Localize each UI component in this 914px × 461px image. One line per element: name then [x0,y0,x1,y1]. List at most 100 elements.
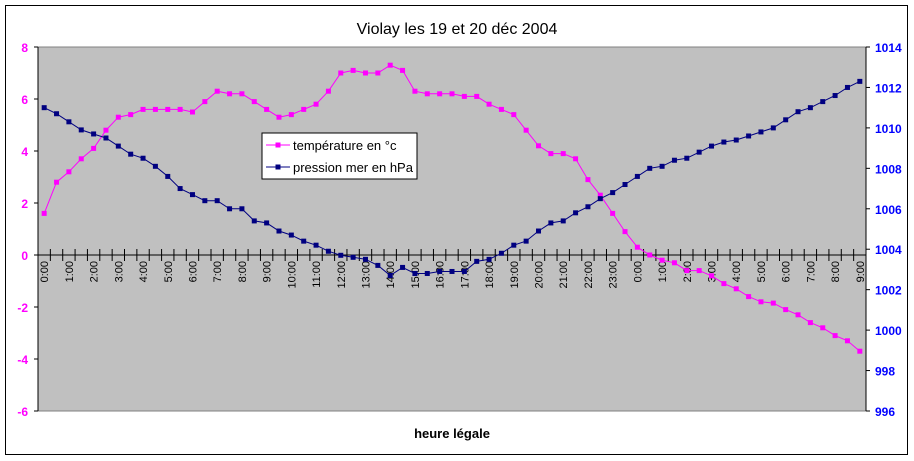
pressure-point [573,210,579,216]
temperature-point [78,156,84,162]
x-tick-label: 12:00 [336,261,348,289]
temperature-point [140,106,146,112]
temperature-point [746,294,752,300]
temperature-point [498,106,504,112]
pressure-point [449,268,455,274]
pressure-point [560,218,566,224]
pressure-point [548,220,554,226]
temperature-point [536,143,542,149]
x-tick-label: 1:00 [657,261,669,282]
temperature-point [239,91,245,97]
temperature-point [696,268,702,274]
pressure-point [350,254,356,260]
pressure-point [189,192,195,198]
temperature-point [412,88,418,94]
pressure-point [325,248,331,254]
temperature-point [585,177,591,183]
temperature-point [202,99,208,105]
temperature-point [103,127,109,133]
pressure-point [115,143,121,149]
y-right-tick-label: 996 [875,405,895,419]
pressure-point [239,206,245,212]
temperature-point [41,210,47,216]
temperature-point [622,229,628,235]
chart-frame [5,5,908,455]
pressure-point [91,131,97,137]
temperature-point [844,338,850,344]
temperature-point [152,106,158,112]
pressure-point [276,228,282,234]
x-tick-label: 4:00 [731,261,743,282]
temperature-point [66,169,72,175]
pressure-point [486,256,492,262]
temperature-point [511,112,517,118]
x-tick-label: 5:00 [163,261,175,282]
x-tick-label: 16:00 [435,261,447,289]
pressure-point [288,232,294,238]
temperature-point [189,109,195,115]
temperature-point [437,91,443,97]
x-tick-label: 6:00 [781,261,793,282]
temperature-point [634,244,640,250]
x-tick-label: 7:00 [212,261,224,282]
temperature-point [610,210,616,216]
temperature-point [832,333,838,339]
pressure-point [844,84,850,90]
pressure-point [746,133,752,139]
legend-marker-temperature [275,142,281,148]
pressure-point [758,129,764,135]
pressure-point [709,143,715,149]
pressure-point [795,109,801,115]
temperature-point [474,93,480,99]
y-right-tick-label: 1010 [875,122,902,136]
temperature-point [177,106,183,112]
temperature-point [461,93,467,99]
temperature-point [709,273,715,279]
x-tick-label: 20:00 [534,261,546,289]
pressure-point [622,182,628,188]
temperature-point [820,325,826,331]
temperature-point [276,114,282,120]
y-left-tick-label: -4 [17,353,28,367]
temperature-point [770,300,776,306]
temperature-point [424,91,430,97]
temperature-point [857,348,863,354]
pressure-point [54,111,60,117]
temperature-point [597,192,603,198]
y-left-tick-label: 6 [21,93,28,107]
pressure-point [78,127,84,133]
pressure-point [41,105,47,111]
x-tick-label: 8:00 [830,261,842,282]
x-tick-label: 0:00 [39,261,51,282]
pressure-point [202,198,208,204]
pressure-point [597,196,603,202]
y-left-tick-label: -2 [17,301,28,315]
temperature-point [647,252,653,258]
pressure-point [251,218,257,224]
y-right-tick-label: 1004 [875,243,902,257]
pressure-point [536,228,542,234]
temperature-point [387,62,393,68]
temperature-point [400,67,406,73]
pressure-point [152,163,158,169]
pressure-point [424,270,430,276]
temperature-point [733,286,739,292]
pressure-point [671,157,677,163]
x-tick-label: 13:00 [360,261,372,289]
x-tick-label: 22:00 [583,261,595,289]
x-tick-label: 21:00 [558,261,570,289]
temperature-point [251,99,257,105]
temperature-point [560,151,566,157]
temperature-point [362,70,368,76]
y-left-tick-label: 4 [21,145,28,159]
pressure-point [362,256,368,262]
y-right-tick-label: 1014 [875,41,902,55]
temperature-point [523,127,529,133]
y-right-tick-label: 1008 [875,162,902,176]
pressure-point [498,250,504,256]
y-left-tick-label: 0 [21,249,28,263]
pressure-point [783,117,789,123]
temperature-point [486,101,492,107]
x-tick-label: 18:00 [484,261,496,289]
